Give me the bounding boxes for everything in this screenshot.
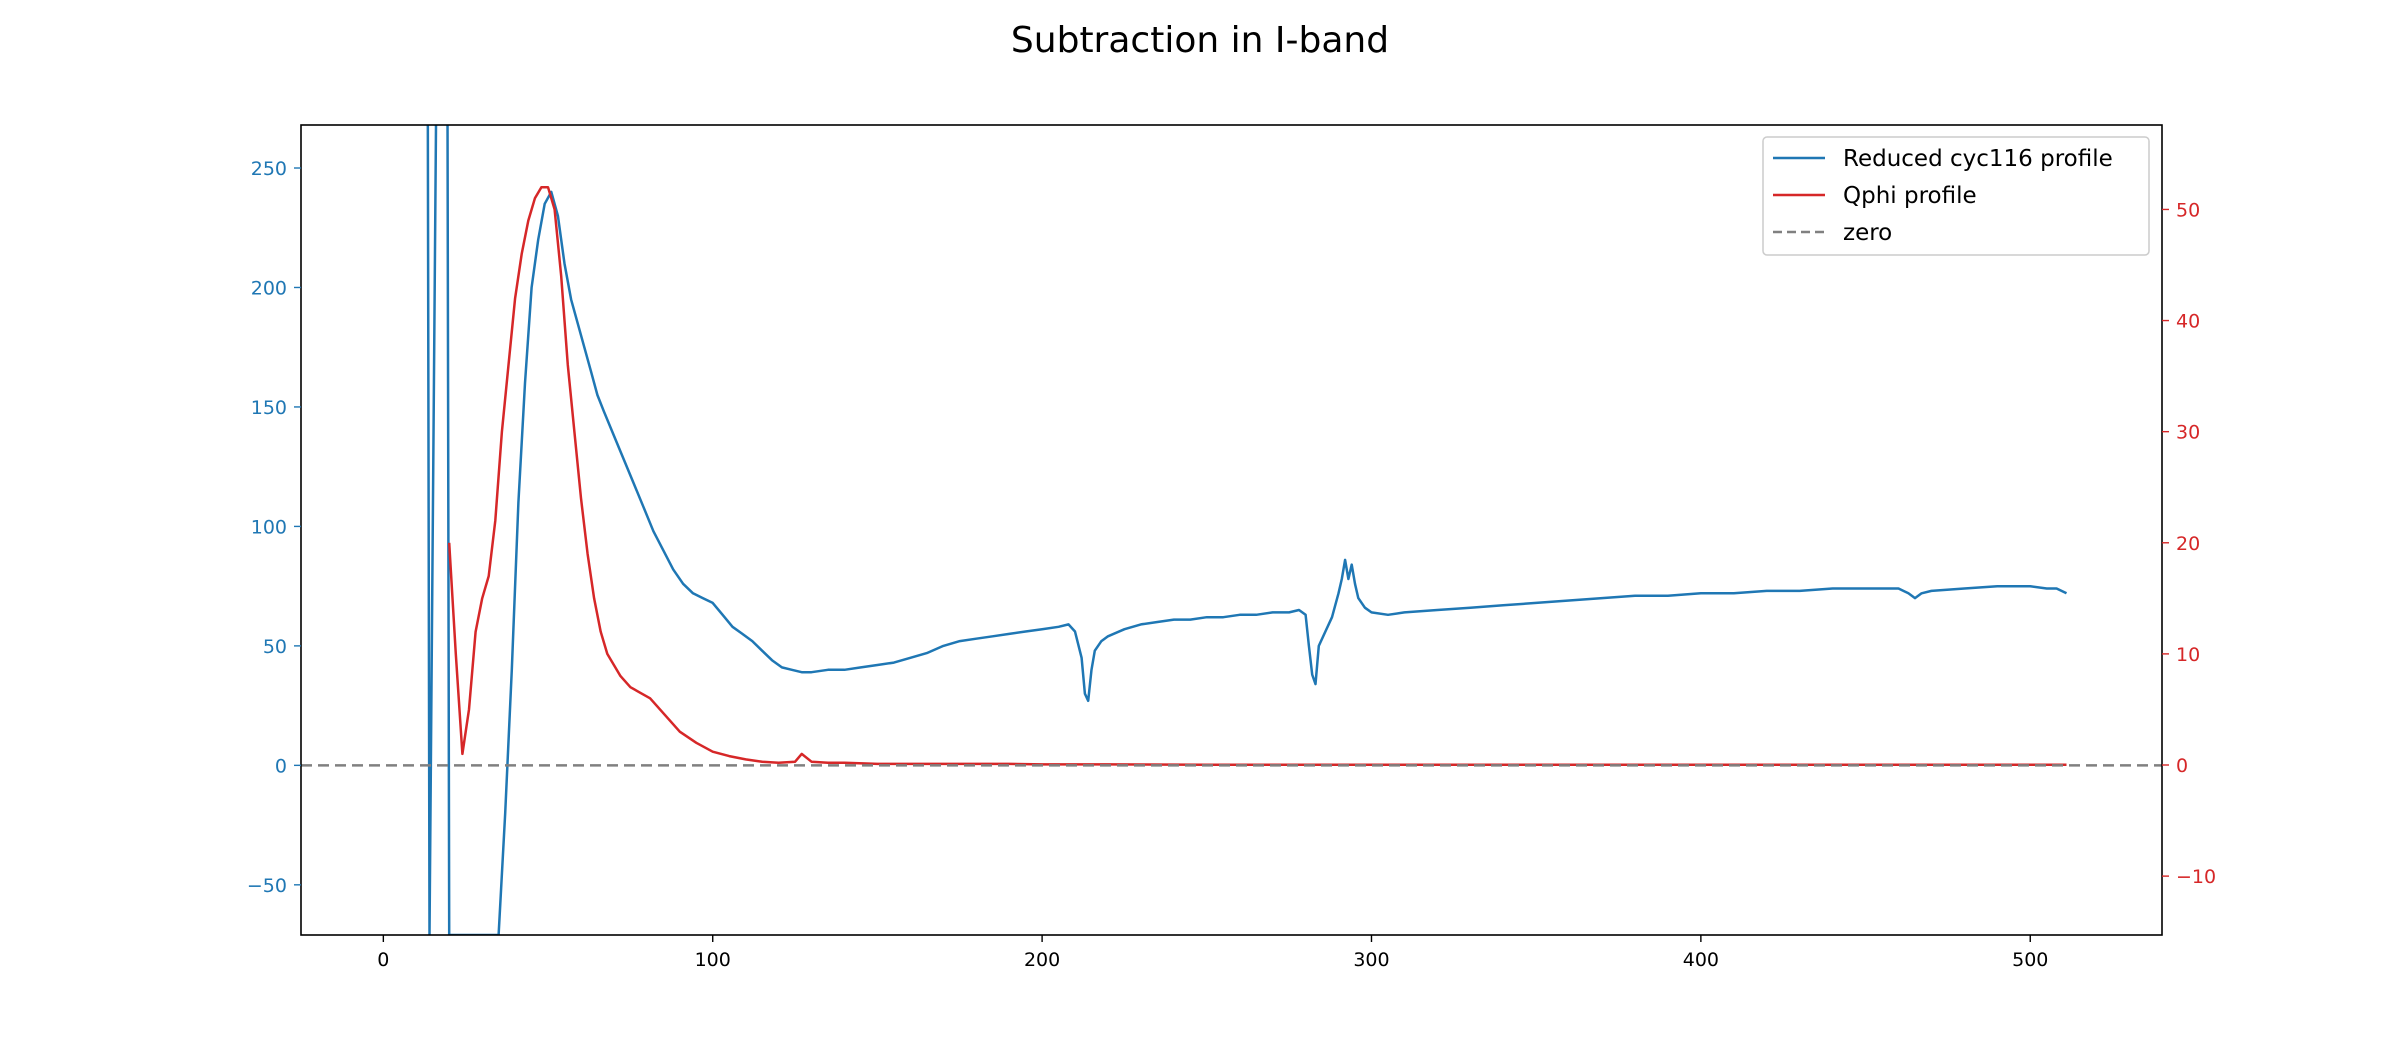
y-right-tick-label: 50: [2176, 199, 2200, 221]
series-layer: [301, 125, 2162, 935]
series-line-reduced-cyc116-profile: [403, 125, 2068, 935]
plot-frame: [300, 124, 2163, 936]
y-axis-left: −50 0 50 100 150 200 250: [247, 158, 301, 897]
y-right-tick-label: 0: [2176, 755, 2188, 777]
y-left-tick-label: 250: [251, 158, 287, 180]
x-tick-label: 200: [1024, 949, 1060, 971]
y-right-tick-label: 10: [2176, 644, 2200, 666]
legend: Reduced cyc116 profile Qphi profile zero: [1762, 136, 2150, 256]
x-axis: 0 100 200 300 400 500: [377, 935, 2048, 971]
y-right-tick-label: 40: [2176, 311, 2200, 333]
x-tick-label: 300: [1353, 949, 1389, 971]
y-right-tick-label: 20: [2176, 533, 2200, 555]
legend-label-zero: zero: [1843, 220, 1892, 246]
y-axis-right: −10 0 10 20 30 40 50: [2162, 199, 2216, 888]
y-left-tick-label: −50: [247, 875, 287, 897]
y-left-tick-label: 0: [275, 755, 287, 777]
chart-title: Subtraction in I-band: [1011, 20, 1389, 61]
y-right-tick-label: −10: [2176, 866, 2216, 888]
x-tick-label: 500: [2012, 949, 2048, 971]
x-tick-label: 0: [377, 949, 389, 971]
y-left-tick-label: 50: [263, 636, 287, 658]
legend-box: [1762, 136, 2150, 256]
series-line-qphi-profile: [447, 185, 2067, 767]
y-left-tick-label: 150: [251, 397, 287, 419]
y-left-tick-label: 200: [251, 277, 287, 299]
legend-label-reduced: Reduced cyc116 profile: [1843, 146, 2113, 172]
x-tick-label: 400: [1683, 949, 1719, 971]
y-left-tick-label: 100: [251, 516, 287, 538]
y-right-tick-label: 30: [2176, 422, 2200, 444]
x-tick-label: 100: [695, 949, 731, 971]
legend-label-qphi: Qphi profile: [1843, 183, 1977, 209]
